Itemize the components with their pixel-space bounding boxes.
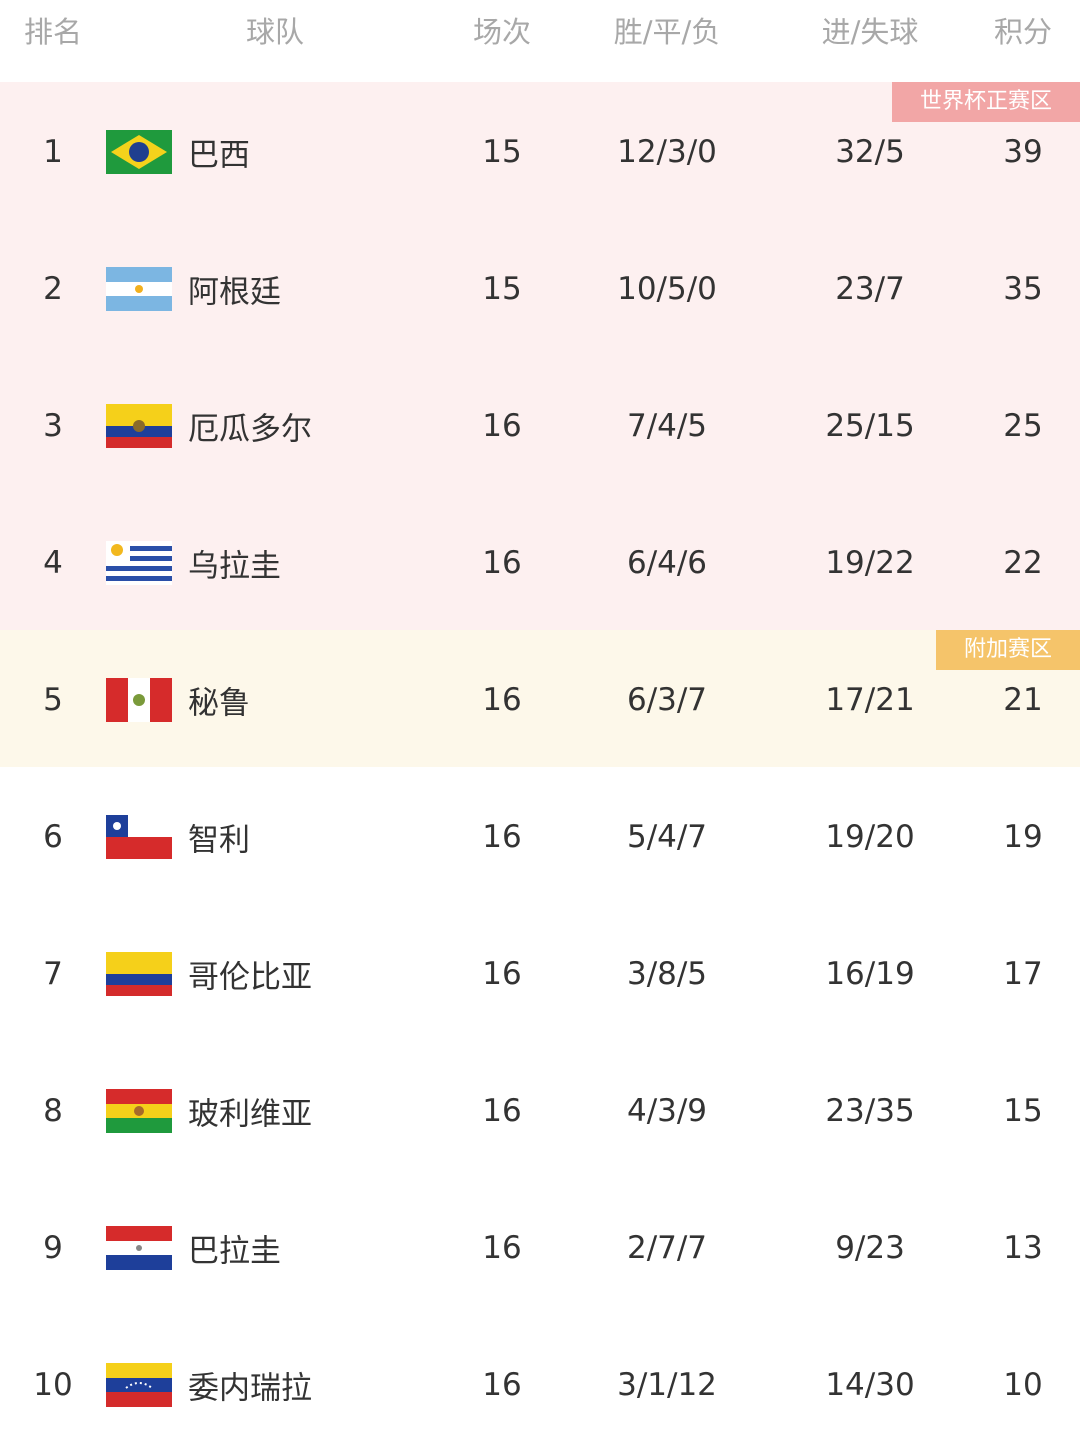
table-cell: 15 <box>482 271 522 307</box>
table-cell: 16 <box>482 682 522 718</box>
table-cell: 23/35 <box>825 1093 915 1129</box>
flag <box>106 1226 172 1270</box>
table-cell: 16 <box>482 1093 522 1129</box>
table-row: 4 乌拉圭 16 6/4/6 19/22 22 <box>0 493 1080 630</box>
table-cell: 16 <box>482 408 522 444</box>
table-cell: 10/5/0 <box>617 271 717 307</box>
team-flag <box>106 952 172 1000</box>
zone-badge: 世界杯正赛区 <box>891 82 1080 122</box>
table-row: 6 智利 16 5/4/7 19/20 19 <box>0 767 1080 904</box>
table-cell: 39 <box>1003 134 1043 170</box>
team-flag <box>106 1089 172 1137</box>
table-cell: 17 <box>1003 956 1043 992</box>
column-header: 胜/平/负 <box>613 15 721 49</box>
table-cell: 25 <box>1003 408 1043 444</box>
flag <box>106 130 172 174</box>
team-name: 哥伦比亚 <box>188 959 312 996</box>
table-cell: 12/3/0 <box>617 134 717 170</box>
team-flag <box>106 1226 172 1274</box>
table-cell: 16/19 <box>825 956 915 992</box>
team-name: 阿根廷 <box>188 274 281 311</box>
column-header: 积分 <box>993 15 1053 49</box>
flag <box>106 541 172 585</box>
table-cell: 19/20 <box>825 819 915 855</box>
team-name: 智利 <box>188 822 250 859</box>
table-cell: 16 <box>482 545 522 581</box>
table-row: 9 巴拉圭 16 2/7/7 9/23 13 <box>0 1178 1080 1315</box>
team-flag <box>106 815 172 863</box>
table-cell: 15 <box>1003 1093 1043 1129</box>
flag <box>106 1363 172 1407</box>
team-name: 厄瓜多尔 <box>188 411 312 448</box>
table-cell: 19/22 <box>825 545 915 581</box>
team-name: 玻利维亚 <box>188 1096 312 1133</box>
table-row: 5 秘鲁 16 6/3/7 17/21 21 附加赛区 <box>0 630 1080 767</box>
table-cell: 16 <box>482 956 522 992</box>
table-cell: 10 <box>1003 1367 1043 1403</box>
table-cell: 3 <box>43 408 63 444</box>
table-cell: 35 <box>1003 271 1043 307</box>
table-cell: 16 <box>482 1367 522 1403</box>
table-cell: 16 <box>482 819 522 855</box>
flag <box>106 1089 172 1133</box>
table-row: 10 委内瑞拉 16 3/1/12 14/30 10 <box>0 1315 1080 1452</box>
table-cell: 4/3/9 <box>626 1093 708 1129</box>
team-name: 巴拉圭 <box>188 1233 281 1270</box>
team-flag <box>106 404 172 452</box>
table-cell: 6/3/7 <box>626 682 708 718</box>
flag <box>106 815 172 859</box>
table-row: 7 哥伦比亚 16 3/8/5 16/19 17 <box>0 904 1080 1041</box>
table-cell: 10 <box>33 1367 73 1403</box>
team-flag <box>106 678 172 726</box>
column-header: 进/失球 <box>821 15 919 49</box>
table-cell: 7 <box>43 956 63 992</box>
table-cell: 17/21 <box>825 682 915 718</box>
flag <box>106 267 172 311</box>
table-row: 2 阿根廷 15 10/5/0 23/7 35 <box>0 219 1080 356</box>
table-cell: 21 <box>1003 682 1043 718</box>
table-cell: 13 <box>1003 1230 1043 1266</box>
column-header: 排名 <box>23 15 83 49</box>
flag <box>106 952 172 996</box>
table-cell: 7/4/5 <box>626 408 708 444</box>
team-flag <box>106 1363 172 1411</box>
table-cell: 32/5 <box>835 134 905 170</box>
table-cell: 2 <box>43 271 63 307</box>
table-cell: 5 <box>43 682 63 718</box>
table-row: 8 玻利维亚 16 4/3/9 23/35 15 <box>0 1041 1080 1178</box>
table-cell: 3/1/12 <box>617 1367 717 1403</box>
table-cell: 3/8/5 <box>626 956 708 992</box>
table-cell: 25/15 <box>825 408 915 444</box>
table-cell: 4 <box>43 545 63 581</box>
team-name: 乌拉圭 <box>188 548 281 585</box>
table-cell: 6 <box>43 819 63 855</box>
table-cell: 5/4/7 <box>626 819 708 855</box>
table-cell: 22 <box>1003 545 1043 581</box>
table-row: 1 巴西 15 12/3/0 32/5 39 世界杯正赛区 <box>0 82 1080 219</box>
flag <box>106 404 172 448</box>
table-cell: 6/4/6 <box>626 545 708 581</box>
table-cell: 9/23 <box>835 1230 905 1266</box>
team-flag <box>106 267 172 315</box>
table-cell: 23/7 <box>835 271 905 307</box>
table-cell: 16 <box>482 1230 522 1266</box>
table-cell: 15 <box>482 134 522 170</box>
team-name: 巴西 <box>188 137 250 174</box>
table-row: 3 厄瓜多尔 16 7/4/5 25/15 25 <box>0 356 1080 493</box>
team-name: 委内瑞拉 <box>188 1370 312 1407</box>
table-cell: 19 <box>1003 819 1043 855</box>
table-cell: 1 <box>43 134 63 170</box>
team-flag <box>106 541 172 589</box>
flag <box>106 678 172 722</box>
team-name: 秘鲁 <box>188 685 250 722</box>
column-header: 球队 <box>245 15 305 49</box>
table-cell: 2/7/7 <box>626 1230 708 1266</box>
team-flag <box>106 130 172 178</box>
column-header: 场次 <box>472 15 532 49</box>
table-cell: 8 <box>43 1093 63 1129</box>
table-cell: 9 <box>43 1230 63 1266</box>
table-cell: 14/30 <box>825 1367 915 1403</box>
zone-badge: 附加赛区 <box>935 630 1080 670</box>
